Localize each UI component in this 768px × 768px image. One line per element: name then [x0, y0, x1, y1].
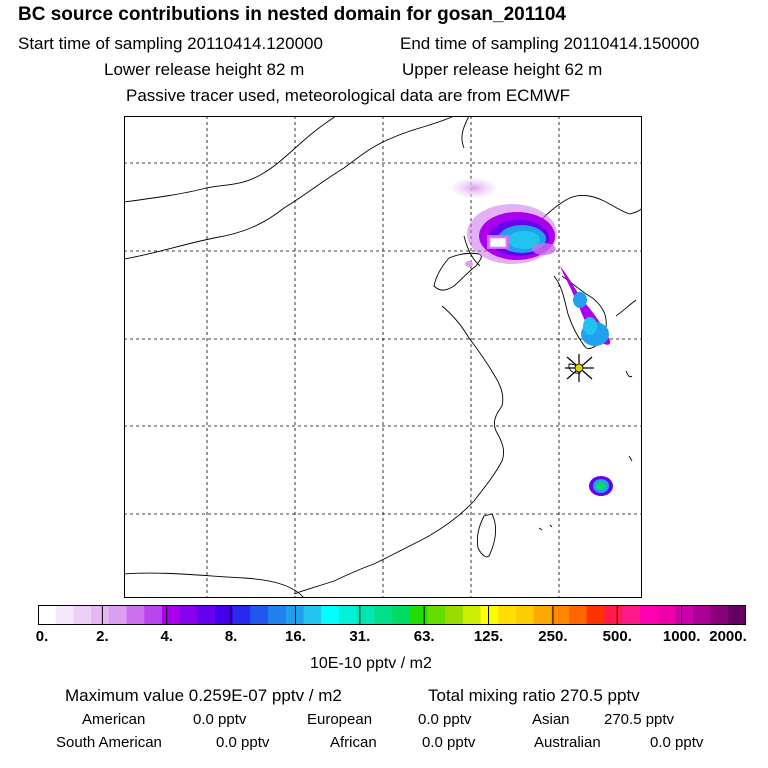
- colorbar-swatch: [108, 605, 127, 625]
- colorbar-swatch: [356, 605, 375, 625]
- colorbar-swatch: [586, 605, 605, 625]
- colorbar-swatch: [38, 605, 57, 625]
- colorbar-swatch: [409, 605, 428, 625]
- colorbar-swatch: [551, 605, 570, 625]
- colorbar-swatch: [639, 605, 658, 625]
- total-mixing-ratio: Total mixing ratio 270.5 pptv: [428, 686, 640, 705]
- colorbar-swatch: [179, 605, 198, 625]
- region-european-label: European: [307, 711, 373, 728]
- region-european-value: 0.0 pptv: [418, 711, 472, 728]
- colorbar-swatch: [692, 605, 712, 625]
- colorbar-tick-label: 250.: [538, 628, 568, 645]
- colorbar-tick-label: 2000.: [709, 628, 747, 645]
- colorbar-tick-label: 1000.: [662, 628, 701, 645]
- colorbar-swatch: [144, 605, 163, 625]
- region-australian-value: 0.0 pptv: [650, 734, 704, 751]
- colorbar-swatch: [675, 605, 694, 625]
- colorbar-tick-label: 8.: [224, 628, 238, 645]
- colorbar-swatch: [55, 605, 74, 625]
- colorbar-swatch: [73, 605, 92, 625]
- colorbar-swatch: [268, 605, 287, 625]
- region-asian-value: 270.5 pptv: [604, 711, 675, 728]
- source-contribution-map: [124, 116, 642, 598]
- region-american-value: 0.0 pptv: [193, 711, 247, 728]
- colorbar-swatch: [498, 605, 517, 625]
- tracer-note: Passive tracer used, meteorological data…: [126, 86, 571, 105]
- colorbar-tick-label: 31.: [349, 628, 371, 645]
- colorbar-swatch: [569, 605, 588, 625]
- colorbar-swatch: [392, 605, 411, 625]
- colorbar-tick-label: 4.: [160, 628, 173, 645]
- plot-title: BC source contributions in nested domain…: [18, 4, 566, 25]
- colorbar-tick-label: 16.: [285, 628, 306, 645]
- colorbar-swatch: [161, 605, 181, 625]
- region-asian-label: Asian: [532, 711, 570, 728]
- region-australian-label: Australian: [534, 734, 601, 751]
- region-african-value: 0.0 pptv: [422, 734, 476, 751]
- region-african-label: African: [330, 734, 377, 751]
- colorbar-swatch: [445, 605, 464, 625]
- colorbar-swatch: [515, 605, 535, 625]
- colorbar-frame: [38, 605, 746, 625]
- colorbar-swatch: [374, 605, 393, 625]
- release-heights: Lower release height 82 m Upper release …: [104, 60, 602, 80]
- colorbar-swatch: [215, 605, 234, 625]
- colorbar-tick-label: 125.: [473, 628, 504, 645]
- colorbar-tick-label: 2.: [96, 628, 109, 645]
- colorbar-swatch: [91, 605, 110, 625]
- colorbar-swatch: [604, 605, 623, 625]
- colorbar-tick-label: 0.: [35, 628, 49, 645]
- colorbar-swatch: [250, 605, 269, 625]
- colorbar-swatch: [427, 605, 446, 625]
- colorbar-swatch: [728, 605, 746, 625]
- colorbar-tick-label: 500.: [602, 628, 632, 645]
- colorbar-swatch: [533, 605, 552, 625]
- region-south-american-label: South American: [56, 734, 162, 751]
- colorbar-swatch: [321, 605, 340, 625]
- coastlines-borders: [124, 116, 642, 598]
- region-american-label: American: [82, 711, 146, 728]
- colorbar: [38, 605, 746, 625]
- colorbar-tick-label: 63.: [413, 628, 435, 645]
- max-value: Maximum value 0.259E-07 pptv / m2: [65, 686, 342, 705]
- lower-release-height: Lower release height 82 m: [104, 60, 305, 79]
- colorbar-swatch: [126, 605, 145, 625]
- colorbar-swatch: [462, 605, 481, 625]
- colorbar-swatch: [480, 605, 499, 625]
- region-south-american-value: 0.0 pptv: [216, 734, 270, 751]
- gosan-receptor-star: [565, 354, 594, 382]
- colorbar-swatch: [338, 605, 358, 625]
- colorbar-units: 10E-10 pptv / m2: [310, 655, 432, 672]
- plume-contours: [452, 178, 613, 496]
- sampling-times: Start time of sampling 20110414.120000 E…: [18, 34, 699, 54]
- colorbar-swatch: [232, 605, 251, 625]
- colorbar-swatch: [622, 605, 641, 625]
- upper-release-height: Upper release height 62 m: [402, 60, 603, 79]
- end-time: End time of sampling 20110414.150000: [400, 34, 700, 53]
- colorbar-swatch: [285, 605, 304, 625]
- start-time: Start time of sampling 20110414.120000: [18, 34, 323, 53]
- colorbar-swatch: [710, 605, 729, 625]
- colorbar-swatch: [303, 605, 322, 625]
- colorbar-swatch: [197, 605, 216, 625]
- colorbar-swatch: [657, 605, 676, 625]
